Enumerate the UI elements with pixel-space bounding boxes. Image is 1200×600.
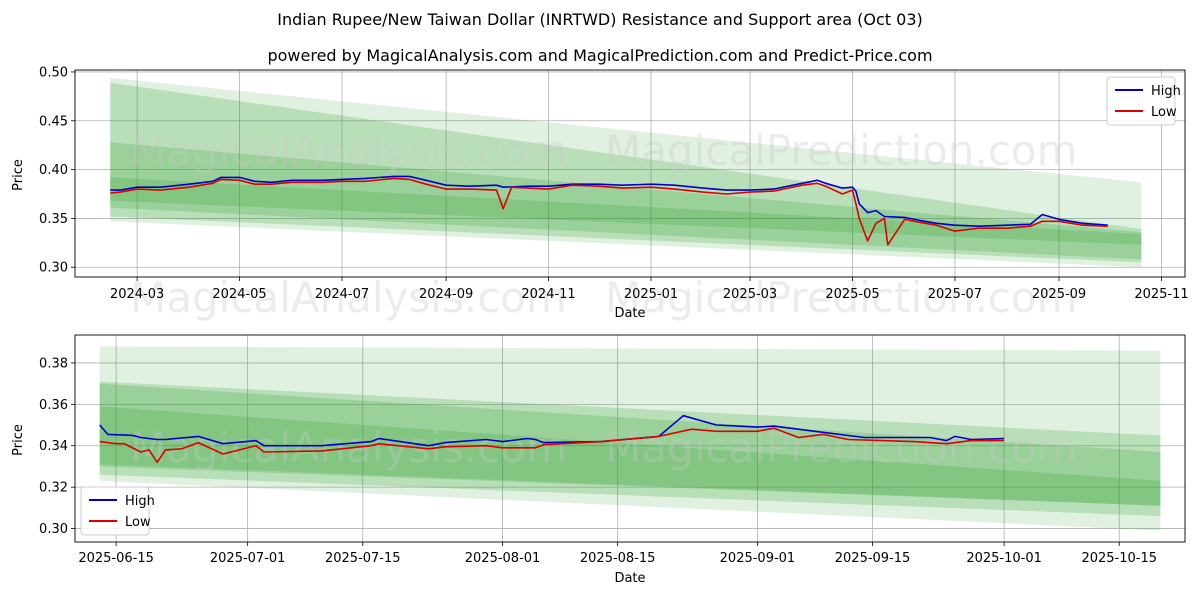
x-tick-label: 2025-09 bbox=[1032, 287, 1086, 302]
chart-panel-1: MagicalAnalysis.com MagicalPrediction.com… bbox=[11, 65, 1189, 322]
x-tick-label: 2025-07-01 bbox=[210, 551, 286, 566]
band-4 bbox=[99, 406, 1161, 506]
y-tick-label: 0.34 bbox=[39, 439, 68, 454]
x-tick-label: 2025-01 bbox=[624, 287, 678, 302]
x-tick-label: 2024-09 bbox=[419, 287, 473, 302]
x-tick-label: 2025-11 bbox=[1134, 287, 1188, 302]
legend-label-low: Low bbox=[1151, 105, 1177, 120]
y-tick-label: 0.40 bbox=[39, 163, 68, 178]
x-tick-label: 2024-11 bbox=[521, 287, 575, 302]
y-tick-label: 0.45 bbox=[39, 114, 68, 129]
x-tick-label: 2025-10-15 bbox=[1081, 551, 1157, 566]
legend-label-high: High bbox=[1151, 84, 1181, 99]
band-1 bbox=[110, 77, 1142, 268]
x-tick-label: 2025-09-15 bbox=[835, 551, 911, 566]
y-tick-label: 0.30 bbox=[39, 522, 68, 537]
x-tick-label: 2024-03 bbox=[110, 287, 164, 302]
y-tick-label: 0.35 bbox=[39, 212, 68, 227]
x-tick-label: 2025-05 bbox=[825, 287, 879, 302]
series-group bbox=[99, 414, 1005, 464]
x-axis-label: Date bbox=[614, 571, 645, 586]
watermark-text: MagicalPrediction.com bbox=[605, 273, 1078, 322]
legend-label-low: Low bbox=[125, 515, 151, 530]
y-axis-label: Price bbox=[11, 424, 26, 456]
x-tick-label: 2025-06-15 bbox=[78, 551, 154, 566]
watermark-text: MagicalAnalysis.com bbox=[130, 126, 567, 175]
y-tick-label: 0.30 bbox=[39, 261, 68, 276]
series-line-low bbox=[110, 177, 1108, 246]
band-2 bbox=[110, 82, 1142, 263]
x-tick-label: 2024-07 bbox=[315, 287, 369, 302]
series-line-high bbox=[99, 414, 1005, 447]
band-group bbox=[110, 77, 1142, 268]
band-4 bbox=[110, 177, 1142, 245]
y-tick-label: 0.36 bbox=[39, 398, 68, 413]
watermark-text: MagicalAnalysis.com bbox=[130, 273, 567, 322]
watermark-text: MagicalPrediction.com bbox=[605, 126, 1078, 175]
band-2 bbox=[99, 381, 1161, 517]
x-tick-label: 2024-05 bbox=[212, 287, 266, 302]
band-3 bbox=[99, 383, 1161, 506]
band-3 bbox=[110, 142, 1142, 260]
series-group bbox=[110, 175, 1108, 246]
y-tick-label: 0.50 bbox=[39, 65, 68, 80]
chart-panel-2: MagicalAnalysis.com MagicalPrediction.com… bbox=[11, 334, 1186, 586]
x-tick-label: 2025-09-01 bbox=[720, 551, 796, 566]
legend: High Low bbox=[1106, 76, 1181, 126]
x-tick-label: 2025-08-15 bbox=[580, 551, 656, 566]
plot-frame bbox=[74, 334, 1186, 543]
plot-frame bbox=[74, 69, 1186, 278]
legend: High Low bbox=[80, 486, 155, 536]
chart-title: Indian Rupee/New Taiwan Dollar (INRTWD) … bbox=[277, 10, 923, 29]
y-axis-label: Price bbox=[11, 159, 26, 191]
legend-label-high: High bbox=[125, 494, 155, 509]
x-axis-label: Date bbox=[614, 306, 645, 321]
series-line-high bbox=[110, 175, 1108, 227]
x-tick-label: 2025-10-01 bbox=[966, 551, 1042, 566]
y-tick-label: 0.38 bbox=[39, 356, 68, 371]
series-line-low bbox=[99, 427, 1005, 464]
chart-subtitle: powered by MagicalAnalysis.com and Magic… bbox=[267, 46, 933, 65]
x-tick-label: 2025-08-01 bbox=[465, 551, 541, 566]
x-tick-label: 2025-07-15 bbox=[325, 551, 401, 566]
x-tick-label: 2025-03 bbox=[723, 287, 777, 302]
y-tick-label: 0.32 bbox=[39, 481, 68, 496]
x-tick-label: 2025-07 bbox=[928, 287, 982, 302]
watermark-text: MagicalPrediction.com bbox=[605, 423, 1078, 472]
